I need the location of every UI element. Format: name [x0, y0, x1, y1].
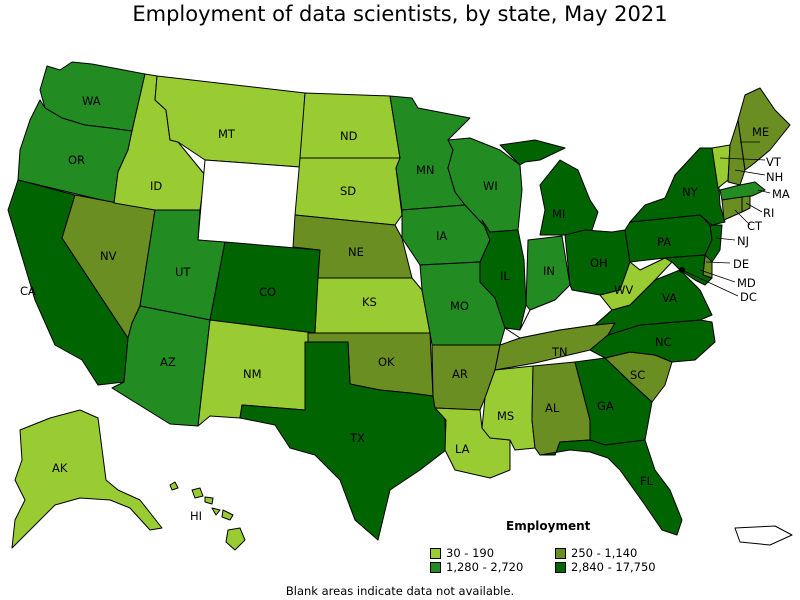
label-ms: MS	[497, 409, 514, 423]
state-md[interactable]	[664, 254, 713, 286]
label-nm: NM	[243, 367, 262, 381]
state-wv[interactable]	[599, 257, 673, 311]
label-md: MD	[737, 276, 756, 290]
label-ma: MA	[772, 187, 790, 201]
state-ct[interactable]	[721, 196, 743, 221]
label-co: CO	[259, 285, 276, 299]
state-fl[interactable]	[539, 439, 683, 536]
label-mt: MT	[218, 127, 236, 141]
label-wi: WI	[483, 179, 498, 193]
legend-label: 2,840 - 17,750	[571, 560, 656, 574]
label-la: LA	[455, 442, 470, 456]
label-fl: FL	[640, 474, 654, 488]
state-la[interactable]	[434, 407, 511, 479]
label-ut: UT	[175, 265, 191, 279]
state-ak[interactable]	[11, 409, 163, 549]
label-leader-lines	[681, 141, 771, 297]
legend-title: Employment	[506, 519, 591, 533]
label-pa: PA	[657, 235, 671, 249]
state-ri[interactable]	[741, 195, 751, 213]
label-al: AL	[545, 401, 560, 415]
state-hi[interactable]	[169, 481, 246, 551]
label-me: ME	[752, 125, 769, 139]
label-nd: ND	[340, 129, 358, 143]
label-ok: OK	[378, 355, 395, 369]
legend-item-3: 1,280 - 2,720	[430, 560, 523, 574]
label-ak: AK	[52, 461, 68, 475]
legend-swatch	[430, 561, 441, 573]
map-title: Employment of data scientists, by state,…	[132, 2, 668, 26]
label-or: OR	[68, 153, 85, 167]
legend-swatch	[430, 547, 441, 559]
label-va: VA	[662, 291, 677, 305]
legend-label: 1,280 - 2,720	[446, 560, 524, 574]
label-ne: NE	[348, 245, 364, 259]
label-ga: GA	[597, 399, 614, 413]
legend-item-4: 2,840 - 17,750	[555, 560, 656, 574]
label-ar: AR	[452, 367, 468, 381]
label-tx: TX	[349, 431, 365, 445]
label-hi: HI	[190, 509, 202, 523]
label-in: IN	[543, 264, 555, 278]
state-tx[interactable]	[239, 341, 447, 541]
legend-item-2: 250 - 1,140	[555, 546, 637, 560]
legend-swatch	[555, 561, 566, 573]
label-ri: RI	[763, 206, 774, 220]
label-nc: NC	[655, 335, 672, 349]
state-ny[interactable]	[629, 147, 726, 226]
label-ct: CT	[747, 219, 763, 233]
state-labels: WA OR CA NV ID MT UT AZ CO NM ND SD NE K…	[20, 94, 790, 523]
label-id: ID	[150, 179, 162, 193]
legend-item-1: 30 - 190	[430, 546, 494, 560]
legend-swatch	[555, 547, 566, 559]
state-mi[interactable]	[499, 139, 599, 236]
state-nh[interactable]	[727, 119, 746, 186]
label-mn: MN	[416, 163, 435, 177]
label-ny: NY	[682, 185, 699, 199]
state-wy[interactable]	[197, 159, 301, 251]
label-sd: SD	[340, 184, 356, 198]
label-il: IL	[500, 269, 510, 283]
label-vt: VT	[766, 155, 782, 169]
legend-label: 250 - 1,140	[571, 546, 638, 560]
label-nh: NH	[766, 170, 783, 184]
label-nj: NJ	[737, 234, 749, 248]
label-dc: DC	[740, 290, 757, 304]
footnote: Blank areas indicate data not available.	[285, 584, 515, 598]
state-pr[interactable]	[734, 525, 793, 546]
label-az: AZ	[160, 355, 176, 369]
label-ks: KS	[362, 295, 377, 309]
state-nd[interactable]	[299, 92, 401, 159]
label-wa: WA	[82, 94, 101, 108]
legend-label: 30 - 190	[446, 546, 495, 560]
label-sc: SC	[630, 368, 645, 382]
label-tn: TN	[551, 345, 568, 359]
label-ia: IA	[436, 229, 447, 243]
label-wv: WV	[614, 283, 633, 297]
label-oh: OH	[590, 256, 608, 270]
label-nv: NV	[100, 249, 117, 263]
label-mo: MO	[450, 299, 469, 313]
label-ca: CA	[20, 284, 36, 298]
state-me[interactable]	[737, 87, 791, 171]
label-mi: MI	[552, 207, 565, 221]
label-de: DE	[733, 257, 749, 271]
